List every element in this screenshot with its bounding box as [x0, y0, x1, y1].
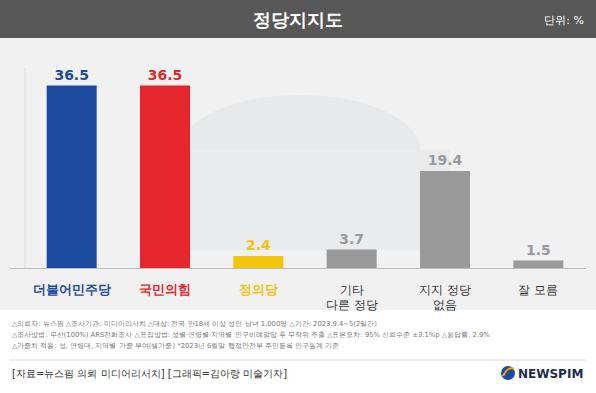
data-label: 19.4 [428, 152, 463, 168]
decoration [150, 95, 450, 250]
brand-icon [501, 366, 515, 380]
category-label: 더불어민주당 [33, 282, 111, 297]
category-label: 잘 모름 [518, 283, 558, 297]
category-line: 지지 정당 [419, 283, 471, 297]
building [150, 150, 450, 250]
category-line: 더불어민주당 [33, 282, 111, 297]
plot-background [0, 38, 596, 310]
category-line: 기타 [340, 283, 364, 297]
brand-icon-swoosh [503, 368, 514, 376]
category-label: 지지 정당없음 [419, 283, 471, 312]
labels: 36.5 더불어민주당 36.5 국민의힘 2.4 정의당 3.7 기타다른 정당 19.4 지지… [33, 67, 559, 313]
category-line: 잘 모름 [518, 283, 558, 297]
bar [420, 171, 470, 268]
separator [10, 360, 586, 361]
title: 정당지지도 [253, 9, 343, 30]
source: [자료=뉴스핌 의뢰 미디어리서치] [그래픽=김아랑 미술기자] [12, 368, 287, 379]
category-line: 국민의힘 [139, 282, 191, 297]
category-line: 없음 [433, 298, 457, 312]
bar [327, 250, 377, 269]
background [0, 0, 596, 393]
unit: 단위: % [544, 14, 584, 27]
title-bar [0, 0, 596, 38]
category-label: 국민의힘 [139, 282, 191, 297]
note: △조사방법: 무선(100%) ARS전화조사 △표집방법: 성별·연령별·지역… [12, 331, 490, 339]
bar [140, 86, 190, 269]
chart: 정당지지도 단위: % 36.5 더불어민주당 36.5 국민의힘 2.4 정의당 3.7 기타다… [0, 0, 596, 393]
y-axis [25, 68, 26, 268]
data-label: 3.7 [339, 231, 364, 247]
category-label: 기타다른 정당 [326, 283, 378, 312]
note: △의뢰자: 뉴스핌 △조사기관: 미디어리서치 △대상: 전국 만18세 이상 … [12, 320, 377, 328]
note: △가중치 적용: 성, 연령대, 지역별 가중 부여(셀가중) *2023년 6… [12, 342, 339, 350]
data-label: 2.4 [246, 237, 271, 253]
category-line: 다른 정당 [326, 298, 378, 312]
bar [47, 86, 97, 269]
data-label: 36.5 [148, 67, 183, 83]
category-label: 정의당 [239, 282, 278, 297]
data-label: 1.5 [526, 242, 551, 258]
brand: NEWSPIM [518, 367, 583, 381]
data-label: 36.5 [54, 67, 89, 83]
bar [513, 261, 563, 269]
bars [47, 86, 564, 269]
category-line: 정의당 [239, 282, 278, 297]
bar [233, 256, 283, 268]
baseline [10, 268, 586, 269]
